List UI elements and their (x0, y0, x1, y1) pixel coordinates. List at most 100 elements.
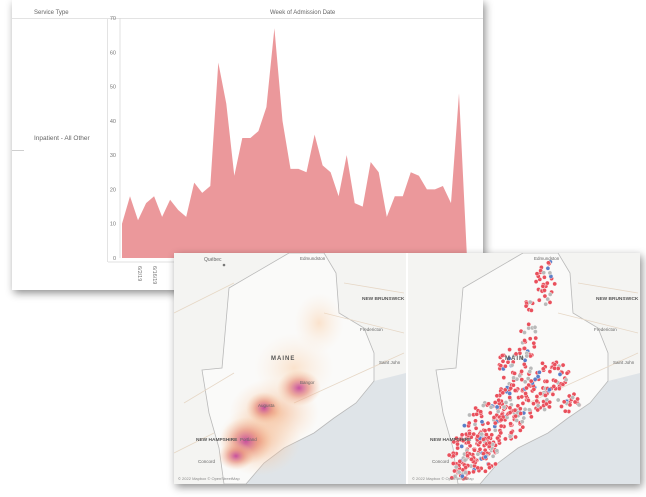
map-point[interactable] (467, 412, 472, 418)
map-point[interactable] (540, 361, 545, 366)
map-point[interactable] (559, 404, 564, 409)
map-point[interactable] (517, 428, 523, 433)
map-point[interactable] (513, 413, 519, 419)
map-point[interactable] (513, 351, 519, 357)
map-point[interactable] (480, 403, 486, 408)
map-point[interactable] (546, 260, 551, 266)
map-point[interactable] (522, 358, 528, 363)
map-point[interactable] (513, 434, 518, 440)
map-point[interactable] (551, 384, 557, 389)
map-point[interactable] (477, 446, 483, 452)
map-point[interactable] (517, 373, 523, 379)
map-point[interactable] (471, 469, 476, 475)
map-point[interactable] (517, 406, 523, 411)
map-point[interactable] (544, 379, 550, 384)
map-point[interactable] (494, 393, 500, 399)
map-point[interactable] (534, 394, 540, 399)
map-point[interactable] (527, 369, 533, 374)
map-point[interactable] (456, 469, 462, 475)
map-point[interactable] (547, 292, 553, 297)
map-point[interactable] (564, 370, 570, 376)
map-point[interactable] (563, 377, 569, 383)
map-point[interactable] (561, 399, 567, 405)
map-point[interactable] (541, 270, 547, 276)
map-point[interactable] (523, 303, 529, 309)
map-point[interactable] (531, 340, 537, 346)
map-point[interactable] (529, 308, 534, 313)
map-point[interactable] (501, 375, 507, 380)
map-point[interactable] (572, 399, 578, 405)
map-point[interactable] (492, 420, 498, 426)
map-point[interactable] (540, 366, 546, 372)
map-point[interactable] (482, 428, 488, 433)
map-point[interactable] (473, 425, 479, 431)
map-point[interactable] (521, 362, 527, 367)
map-point[interactable] (463, 470, 468, 475)
map-point[interactable] (488, 404, 494, 410)
map-point[interactable] (455, 445, 460, 451)
map-point[interactable] (492, 427, 498, 433)
map-point[interactable] (542, 407, 547, 412)
map-point[interactable] (543, 301, 549, 307)
point-map-panel[interactable]: Edmundston NEW BRUNSWICK Fredericton Sai… (408, 253, 640, 484)
map-point[interactable] (555, 397, 561, 403)
map-point[interactable] (465, 453, 470, 458)
map-point[interactable] (519, 355, 525, 361)
map-point[interactable] (459, 432, 465, 438)
map-point[interactable] (560, 382, 566, 387)
map-point[interactable] (526, 398, 531, 403)
map-point[interactable] (496, 397, 502, 403)
map-point[interactable] (536, 297, 542, 303)
map-point[interactable] (550, 392, 556, 397)
map-point[interactable] (512, 407, 518, 413)
map-point[interactable] (474, 411, 480, 417)
map-point[interactable] (473, 418, 478, 424)
map-point[interactable] (483, 454, 488, 460)
map-point[interactable] (535, 374, 541, 379)
map-point[interactable] (514, 418, 520, 423)
map-point[interactable] (524, 353, 530, 359)
map-point[interactable] (519, 394, 525, 400)
map-point[interactable] (533, 279, 539, 284)
map-point[interactable] (478, 409, 484, 414)
map-point[interactable] (463, 465, 469, 470)
map-point[interactable] (503, 400, 509, 405)
map-point[interactable] (487, 440, 492, 446)
map-point[interactable] (506, 356, 512, 361)
map-point[interactable] (507, 410, 513, 415)
map-point[interactable] (542, 293, 548, 299)
map-point[interactable] (552, 281, 558, 287)
map-point[interactable] (485, 420, 491, 426)
map-point[interactable] (487, 410, 493, 416)
map-point[interactable] (567, 402, 573, 408)
map-point[interactable] (457, 459, 463, 464)
map-point[interactable] (576, 402, 582, 408)
map-point[interactable] (499, 353, 505, 358)
area-series-fill[interactable] (122, 28, 467, 258)
map-point[interactable] (451, 453, 456, 459)
map-point[interactable] (498, 423, 504, 429)
map-point[interactable] (522, 406, 528, 412)
map-point[interactable] (535, 403, 541, 408)
map-point[interactable] (491, 415, 497, 420)
map-point[interactable] (521, 415, 527, 421)
map-point[interactable] (533, 335, 539, 341)
map-point[interactable] (543, 393, 548, 398)
map-point[interactable] (503, 436, 508, 442)
map-point[interactable] (512, 371, 517, 376)
map-point[interactable] (527, 407, 532, 412)
map-point[interactable] (537, 370, 542, 375)
map-point[interactable] (570, 395, 576, 400)
map-point[interactable] (522, 338, 527, 343)
map-point[interactable] (475, 451, 481, 457)
map-point[interactable] (545, 296, 551, 302)
map-point[interactable] (512, 388, 518, 393)
map-point[interactable] (471, 431, 477, 437)
map-point[interactable] (484, 432, 489, 437)
map-point[interactable] (525, 376, 531, 381)
map-point[interactable] (498, 363, 504, 368)
map-point[interactable] (493, 461, 498, 467)
map-point[interactable] (498, 430, 504, 436)
map-point[interactable] (545, 266, 551, 271)
map-point[interactable] (459, 444, 465, 449)
